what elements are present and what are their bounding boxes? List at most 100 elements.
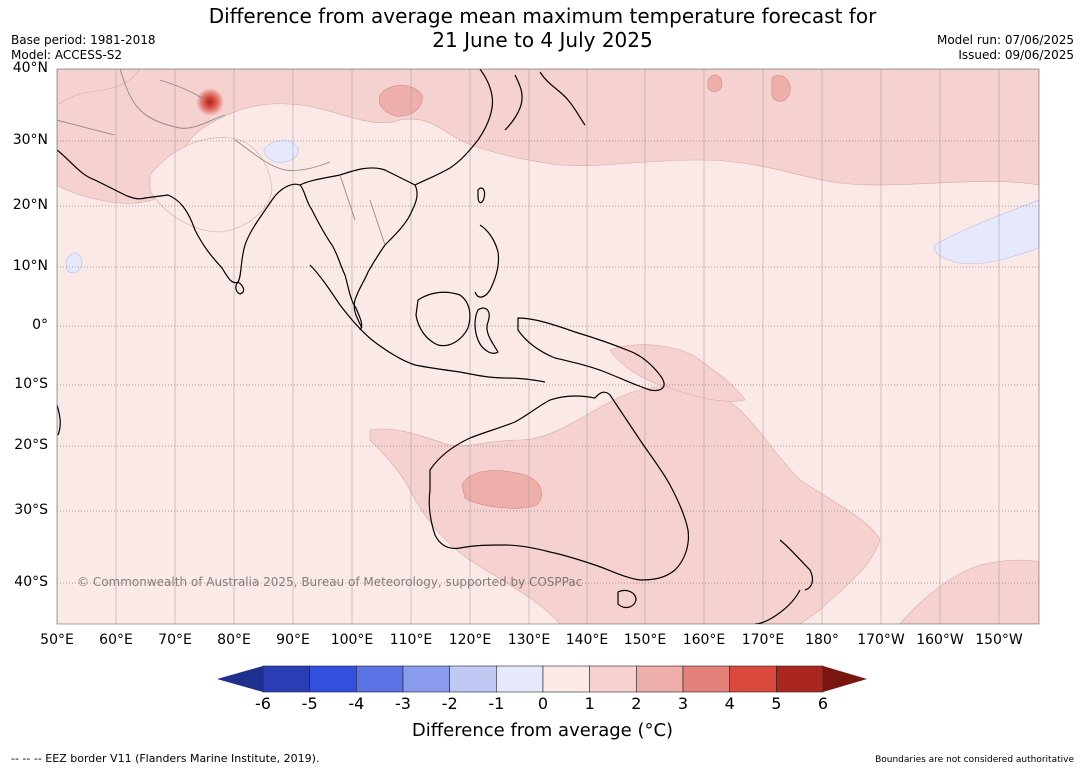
colorbar-cell [309, 665, 357, 693]
colorbar-cell [729, 665, 777, 693]
anomaly-hot-region-australia [461, 470, 542, 509]
anomaly-hot-region-north [771, 75, 791, 102]
country-borders [57, 69, 386, 246]
colorbar-tick: 0 [537, 694, 549, 713]
colorbar-cell [496, 665, 544, 693]
coast-china [414, 69, 494, 186]
latitude-label: 10°S [14, 376, 48, 392]
eez-border-note: -- -- -- EEZ border V11 (Flanders Marine… [11, 752, 320, 765]
longitude-label: 100°E [330, 632, 374, 648]
model-run-text: Model run: 07/06/2025 [936, 33, 1074, 47]
anomaly-cool-region-pacific [934, 199, 1039, 265]
anomaly-cool-region-arabian [65, 252, 83, 274]
longitude-label: 70°E [158, 632, 192, 648]
colorbar-tick: 4 [724, 694, 735, 713]
coast-sumatra-java [309, 264, 546, 383]
longitude-label: 110°E [389, 632, 433, 648]
latitude-label: 40°N [12, 60, 48, 76]
land-outlines [57, 69, 814, 624]
model-text: Model: ACCESS-S2 [11, 48, 123, 62]
issued-text: Issued: 09/06/2025 [958, 48, 1074, 62]
colorbar-arrow-right [823, 666, 867, 692]
colorbar-tick: -6 [255, 694, 271, 713]
colorbar-cell [542, 665, 590, 693]
colorbar-cells [262, 665, 824, 693]
colorbar [217, 665, 867, 693]
anomaly-cool-region-tibet [263, 140, 299, 163]
colorbar-cell [356, 665, 404, 693]
map-fill-layer [57, 69, 1039, 624]
colorbar-cell [449, 665, 497, 693]
coast-new-guinea [517, 317, 665, 392]
copyright-text: © Commonwealth of Australia 2025, Bureau… [77, 575, 583, 589]
colorbar-tick: 1 [584, 694, 595, 713]
longitude-label: 130°E [507, 632, 551, 648]
colorbar-tick: -3 [395, 694, 411, 713]
colorbar-cell [262, 665, 310, 693]
longitude-label: 170°W [857, 632, 905, 648]
latitude-label: 40°S [14, 574, 48, 590]
meta-right: Model run: 07/06/2025 Issued: 09/06/2025 [937, 33, 1074, 63]
longitude-label: 80°E [217, 632, 251, 648]
colorbar-tick: 5 [771, 694, 782, 713]
latitude-label: 0° [32, 317, 48, 333]
colorbar-tick: 2 [631, 694, 642, 713]
colorbar-cell [402, 665, 450, 693]
longitude-label: 160°W [916, 632, 964, 648]
coast-australia [428, 391, 690, 581]
anomaly-region-australia [369, 385, 881, 624]
colorbar-tick: -2 [441, 694, 458, 713]
anomaly-region-southeast [899, 559, 1039, 624]
coast-sri-lanka [235, 281, 245, 295]
coast-new-zealand-north [779, 539, 814, 591]
anomaly-normal-region-central [149, 137, 273, 233]
colorbar-cell [636, 665, 684, 693]
title-line-2: 21 June to 4 July 2025 [432, 28, 653, 52]
colorbar-tick: -5 [301, 694, 318, 713]
colorbar-cell [589, 665, 637, 693]
longitude-label: 170°E [741, 632, 785, 648]
coast-sulawesi [474, 307, 499, 354]
coast-africa [57, 404, 61, 436]
coast-seasia-mainland [299, 167, 418, 329]
longitude-label: 50°E [40, 632, 74, 648]
longitude-label: 180° [805, 632, 839, 648]
colorbar-tick: 3 [677, 694, 689, 713]
colorbar-tick: -4 [348, 694, 365, 713]
coast-india-arabia [57, 149, 363, 331]
meta-left: Base period: 1981-2018 Model: ACCESS-S2 [11, 33, 156, 63]
coast-new-zealand-south [754, 589, 801, 624]
anomaly-hot-region-korea [707, 74, 723, 92]
longitude-label: 140°E [565, 632, 609, 648]
coast-taiwan-philippines [474, 187, 500, 298]
latitude-label: 10°N [12, 258, 48, 274]
colorbar-tick: -1 [488, 694, 505, 713]
boundaries-disclaimer: Boundaries are not considered authoritat… [875, 755, 1074, 765]
title-line-1: Difference from average mean maximum tem… [208, 4, 877, 28]
colorbar-cell [682, 665, 730, 693]
coast-tasmania [617, 589, 637, 609]
colorbar-tick: 6 [817, 694, 829, 713]
latitude-label: 20°N [12, 197, 48, 213]
longitude-label: 90°E [276, 632, 310, 648]
anomaly-hot-spot-himalaya [196, 88, 224, 116]
coast-korea-japan [504, 71, 586, 131]
longitude-label: 160°E [682, 632, 726, 648]
longitude-label: 60°E [99, 632, 133, 648]
latitude-label: 30°S [14, 502, 48, 518]
colorbar-cell [776, 665, 824, 693]
map-frame [56, 68, 1040, 625]
base-period-text: Base period: 1981-2018 [11, 33, 156, 47]
anomaly-hot-region-tibet [378, 84, 423, 117]
latitude-label: 20°S [14, 437, 48, 453]
coast-borneo [415, 291, 471, 347]
colorbar-arrow-left [217, 666, 263, 692]
graticule [57, 69, 1039, 624]
latitude-label: 30°N [12, 132, 48, 148]
longitude-label: 150°W [975, 632, 1023, 648]
longitude-label: 120°E [448, 632, 492, 648]
colorbar-title: Difference from average (°C) [411, 720, 674, 741]
anomaly-region-west-ocean [57, 69, 141, 106]
longitude-label: 150°E [623, 632, 667, 648]
